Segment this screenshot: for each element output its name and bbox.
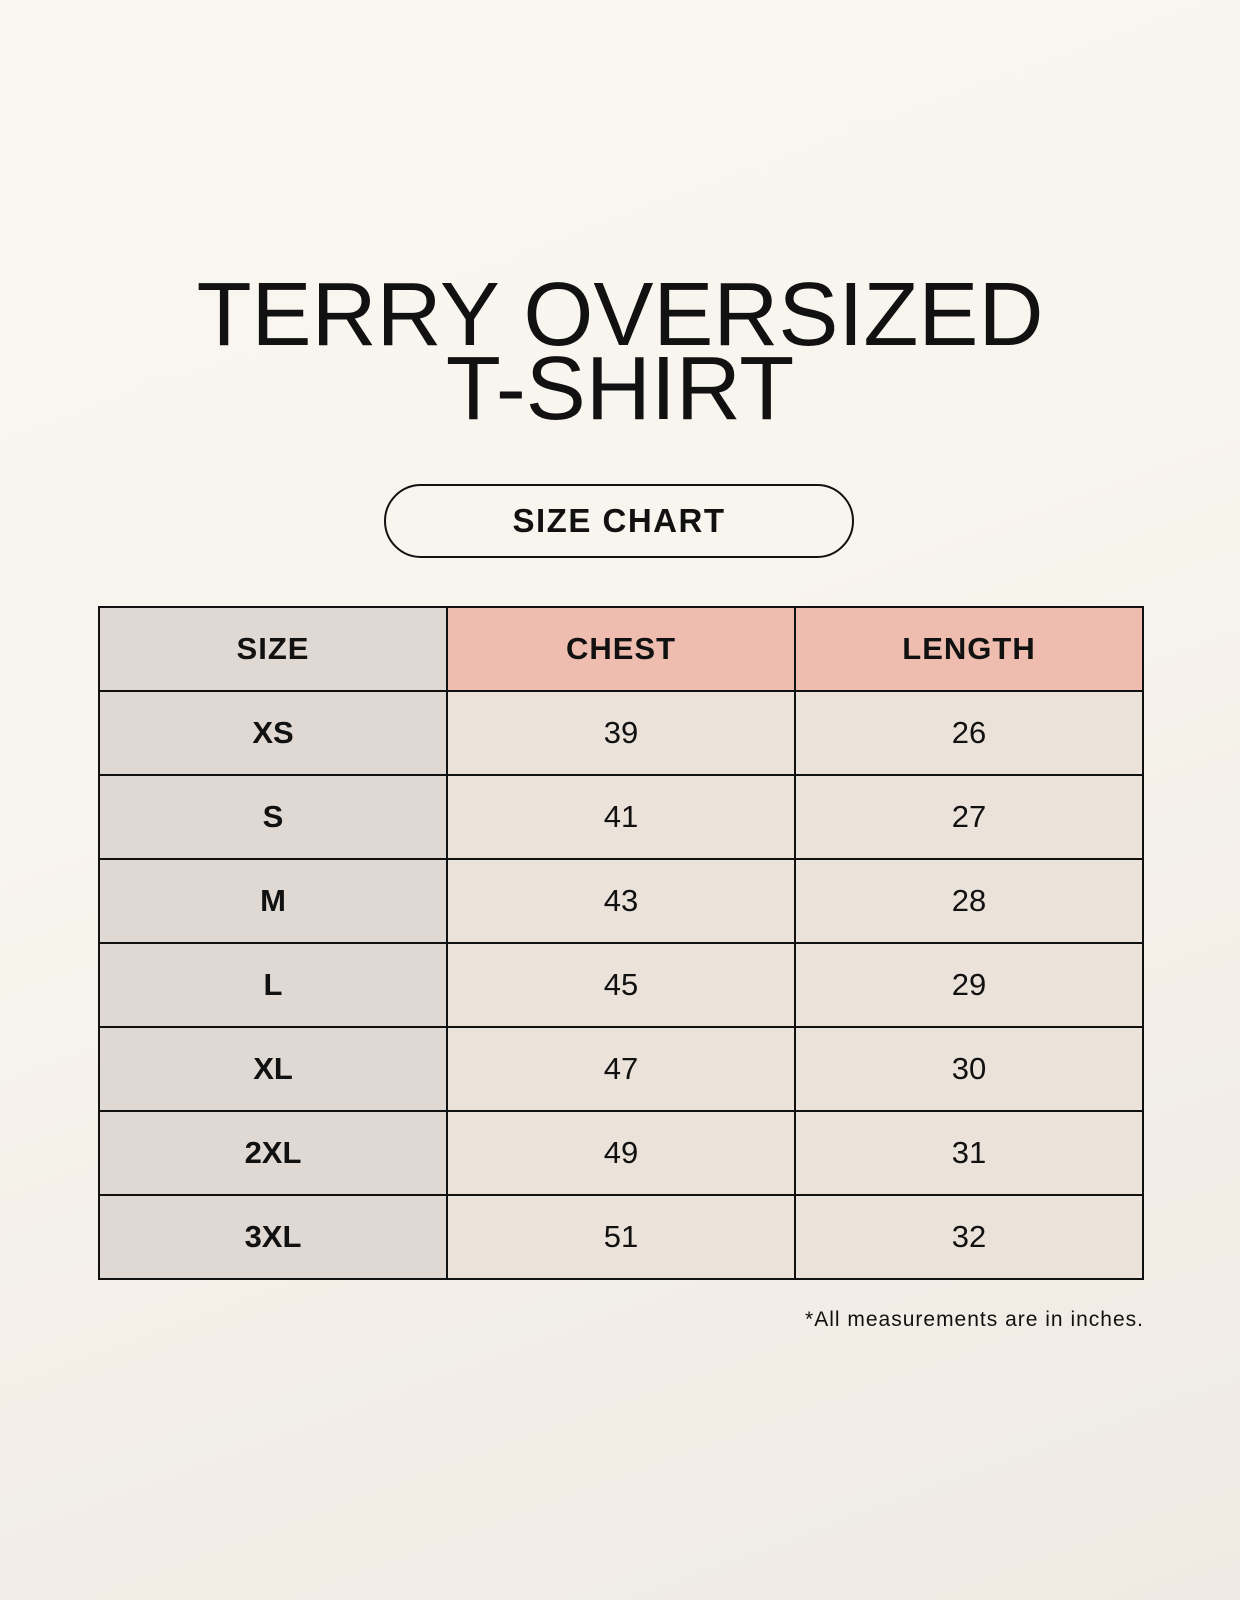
chest-cell: 41 [446, 774, 796, 860]
size-cell: 3XL [98, 1194, 448, 1280]
length-cell: 29 [794, 942, 1144, 1028]
chest-cell: 49 [446, 1110, 796, 1196]
chest-cell: 45 [446, 942, 796, 1028]
chest-cell: 39 [446, 690, 796, 776]
page-title: TERRY OVERSIZED T-SHIRT [0, 265, 1240, 439]
size-cell: XS [98, 690, 448, 776]
table-row: 3XL 51 32 [98, 1194, 1144, 1280]
header-length: LENGTH [794, 606, 1144, 692]
footnote: *All measurements are in inches. [805, 1308, 1144, 1331]
chest-cell: 47 [446, 1026, 796, 1112]
size-cell: 2XL [98, 1110, 448, 1196]
size-cell: XL [98, 1026, 448, 1112]
table-row: 2XL 49 31 [98, 1110, 1144, 1196]
chest-cell: 43 [446, 858, 796, 944]
size-cell: M [98, 858, 448, 944]
chest-cell: 51 [446, 1194, 796, 1280]
size-chart-table: SIZE CHEST LENGTH XS 39 26 S 41 27 M 43 28 L 45 29 X… [98, 606, 1144, 1280]
size-cell: S [98, 774, 448, 860]
table-row: M 43 28 [98, 858, 1144, 944]
length-cell: 27 [794, 774, 1144, 860]
table-row: XL 47 30 [98, 1026, 1144, 1112]
size-cell: L [98, 942, 448, 1028]
title-line-2: T-SHIRT [445, 339, 795, 439]
length-cell: 32 [794, 1194, 1144, 1280]
length-cell: 31 [794, 1110, 1144, 1196]
header-chest: CHEST [446, 606, 796, 692]
table-row: S 41 27 [98, 774, 1144, 860]
table-header-row: SIZE CHEST LENGTH [98, 606, 1144, 692]
length-cell: 26 [794, 690, 1144, 776]
table-row: XS 39 26 [98, 690, 1144, 776]
length-cell: 28 [794, 858, 1144, 944]
header-size: SIZE [98, 606, 448, 692]
title-line-1: TERRY OVERSIZED [196, 265, 1044, 365]
length-cell: 30 [794, 1026, 1144, 1112]
size-chart-badge: SIZE CHART [384, 484, 854, 558]
table-row: L 45 29 [98, 942, 1144, 1028]
